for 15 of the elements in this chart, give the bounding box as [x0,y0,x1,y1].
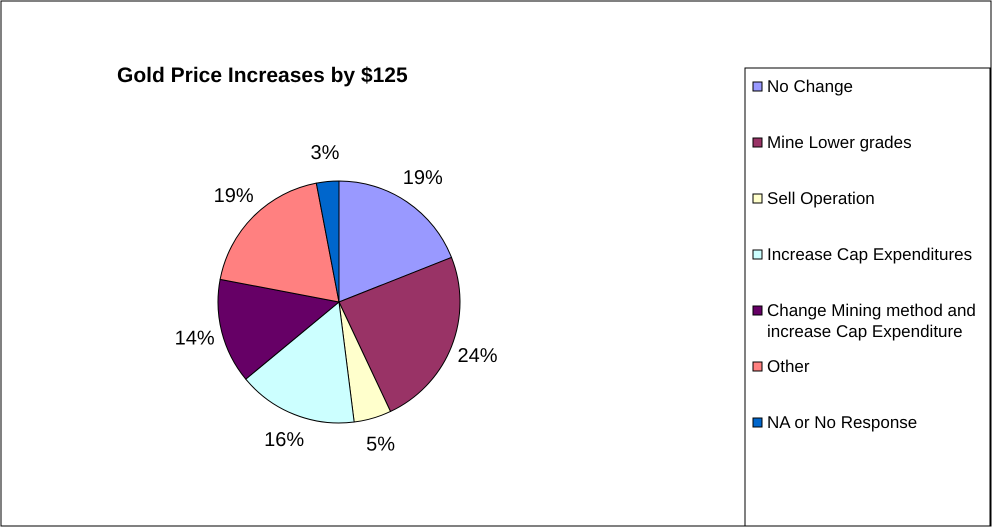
data-label: 24% [458,345,498,368]
legend-label: Change Mining method and increase Cap Expenditure [767,301,976,341]
legend-label: NA or No Response [767,413,918,432]
chart-title: Gold Price Increases by $125 [117,64,408,87]
legend-label: Other [767,357,810,376]
data-label: 3% [310,142,340,164]
legend-label: Increase Cap Expenditures [767,245,972,264]
data-label: 16% [264,428,304,451]
data-label: 19% [214,184,254,207]
legend-label: Mine Lower grades [767,133,912,152]
legend-label: Sell Operation [767,189,875,208]
legend-label: No Change [767,77,854,96]
data-label: 14% [174,327,215,350]
data-label: 19% [402,167,443,190]
data-label: 5% [366,433,396,456]
